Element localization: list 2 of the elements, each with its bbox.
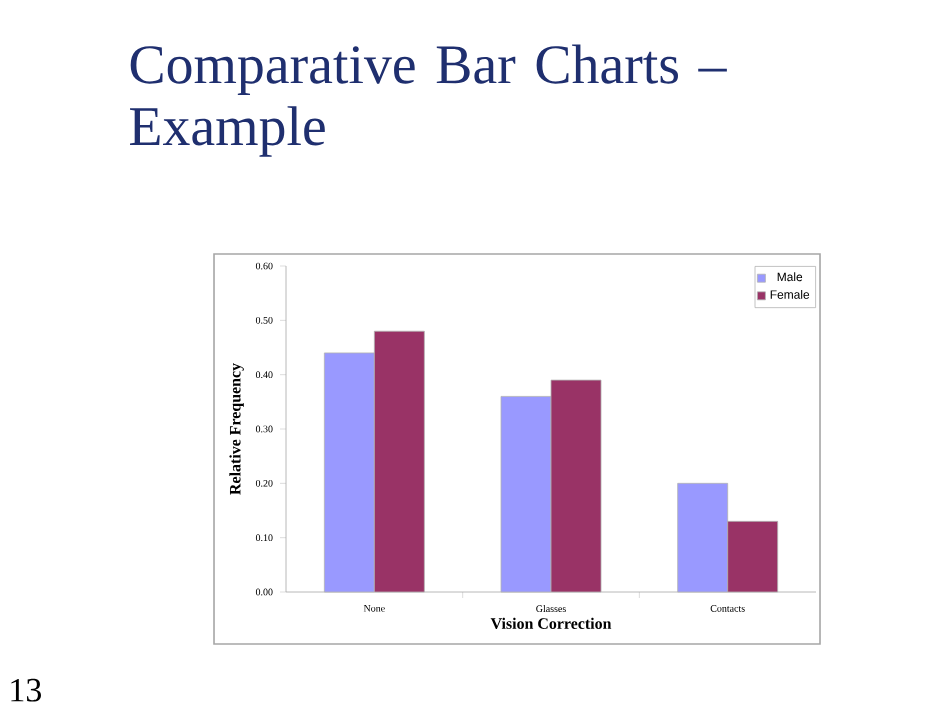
chart-title: Comparative Bar Charts – Example	[130, 44, 727, 157]
text: 13	[11, 678, 41, 702]
